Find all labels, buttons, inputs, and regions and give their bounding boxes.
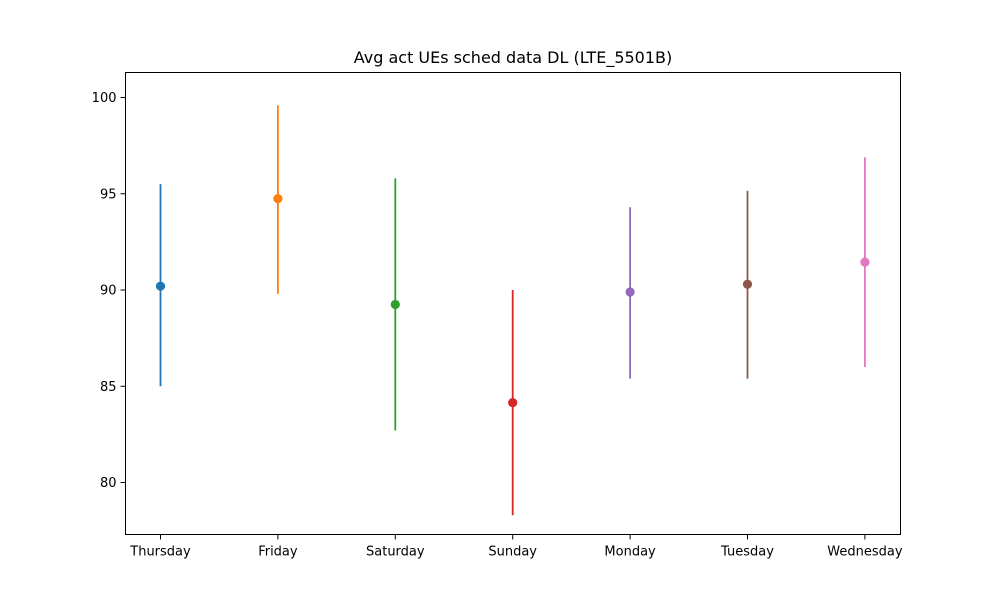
x-tick-label-monday: Monday bbox=[604, 545, 656, 560]
x-tick-label-wednesday: Wednesday bbox=[827, 545, 903, 560]
x-tick-label-tuesday: Tuesday bbox=[720, 545, 774, 560]
y-tick-label-90: 90 bbox=[100, 284, 117, 299]
data-point-monday bbox=[625, 287, 635, 297]
x-tick-label-saturday: Saturday bbox=[366, 545, 425, 560]
data-point-tuesday bbox=[742, 279, 753, 289]
data-point-thursday bbox=[155, 281, 166, 291]
x-tick-label-friday: Friday bbox=[258, 545, 298, 560]
plot-area: 80 85 90 95 100 Thursday Friday Saturday Sunday M… bbox=[92, 91, 903, 559]
chart-title: Avg act UEs sched data DL (LTE_5501B) bbox=[354, 48, 673, 68]
data-point-sunday bbox=[508, 398, 518, 408]
y-tick-label-85: 85 bbox=[100, 380, 117, 395]
y-tick-label-100: 100 bbox=[92, 91, 117, 106]
y-tick-label-80: 80 bbox=[100, 476, 117, 491]
data-point-friday bbox=[273, 193, 283, 204]
axes-frame bbox=[125, 72, 901, 535]
data-point-wednesday bbox=[860, 257, 870, 267]
data-point-saturday bbox=[390, 299, 400, 310]
y-tick-label-95: 95 bbox=[100, 187, 117, 202]
x-tick-label-thursday: Thursday bbox=[129, 545, 191, 560]
x-tick-label-sunday: Sunday bbox=[488, 545, 537, 560]
